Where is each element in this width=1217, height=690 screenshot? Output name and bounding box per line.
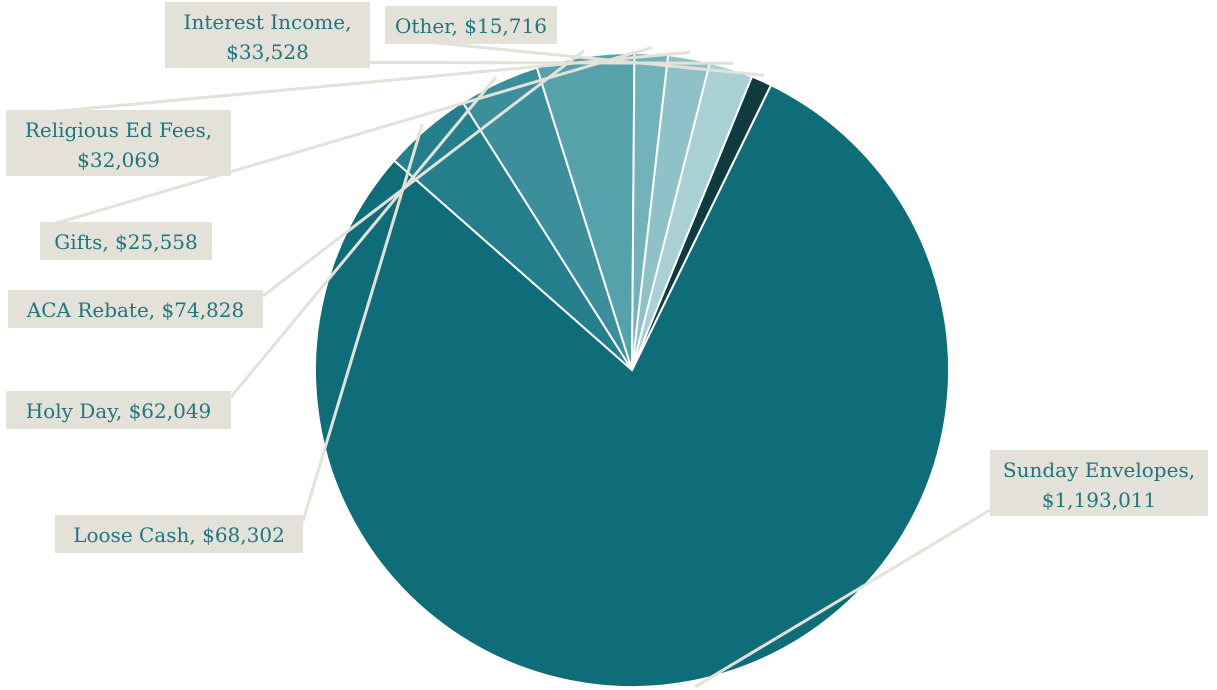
slice-label-box — [55, 515, 303, 553]
slice-label: Religious Ed Fees, $32,069 — [6, 110, 231, 176]
leader-line — [384, 36, 765, 77]
leader-line — [262, 49, 586, 298]
slice-label: ACA Rebate, $74,828 — [8, 290, 263, 328]
pie-slice-other — [631, 75, 773, 371]
slice-label: Sunday Envelopes, $1,193,011 — [990, 450, 1208, 516]
slice-label-box — [385, 6, 557, 44]
slice-label: Gifts, $25,558 — [40, 222, 212, 260]
slice-label-text: Gifts, $25,558 — [54, 230, 198, 254]
slice-label-text: Loose Cash, $68,302 — [73, 523, 285, 547]
slice-label-box — [6, 110, 231, 176]
slice-label-text: Holy Day, $62,049 — [26, 399, 212, 423]
slice-label-text: Other, $15,716 — [395, 14, 547, 38]
slice-label-box — [165, 2, 370, 68]
slice-label-name: Religious Ed Fees, — [25, 118, 212, 142]
slice-label-box — [6, 391, 231, 429]
slice-label-box — [8, 290, 263, 328]
slice-label: Loose Cash, $68,302 — [55, 515, 303, 553]
slice-label-text: ACA Rebate, $74,828 — [26, 298, 244, 322]
slice-label: Holy Day, $62,049 — [6, 391, 231, 429]
pie-slice-sunday-envelopes — [314, 83, 950, 688]
slice-label-value: $33,528 — [226, 40, 309, 64]
slice-label-box — [40, 222, 212, 260]
leader-line — [694, 508, 991, 689]
slice-label: Other, $15,716 — [385, 6, 557, 44]
leader-line — [39, 46, 653, 230]
slice-label: Interest Income, $33,528 — [165, 2, 370, 68]
slice-label-value: $1,193,011 — [1042, 488, 1157, 512]
slice-label-name: Interest Income, — [184, 10, 352, 34]
slice-label-name: Sunday Envelopes, — [1003, 458, 1195, 482]
leader-line — [229, 76, 498, 398]
slice-label-box — [990, 450, 1208, 516]
slice-label-value: $32,069 — [77, 148, 160, 172]
slice-labels: Sunday Envelopes, $1,193,011 Loose Cash, $… — [6, 2, 1208, 553]
